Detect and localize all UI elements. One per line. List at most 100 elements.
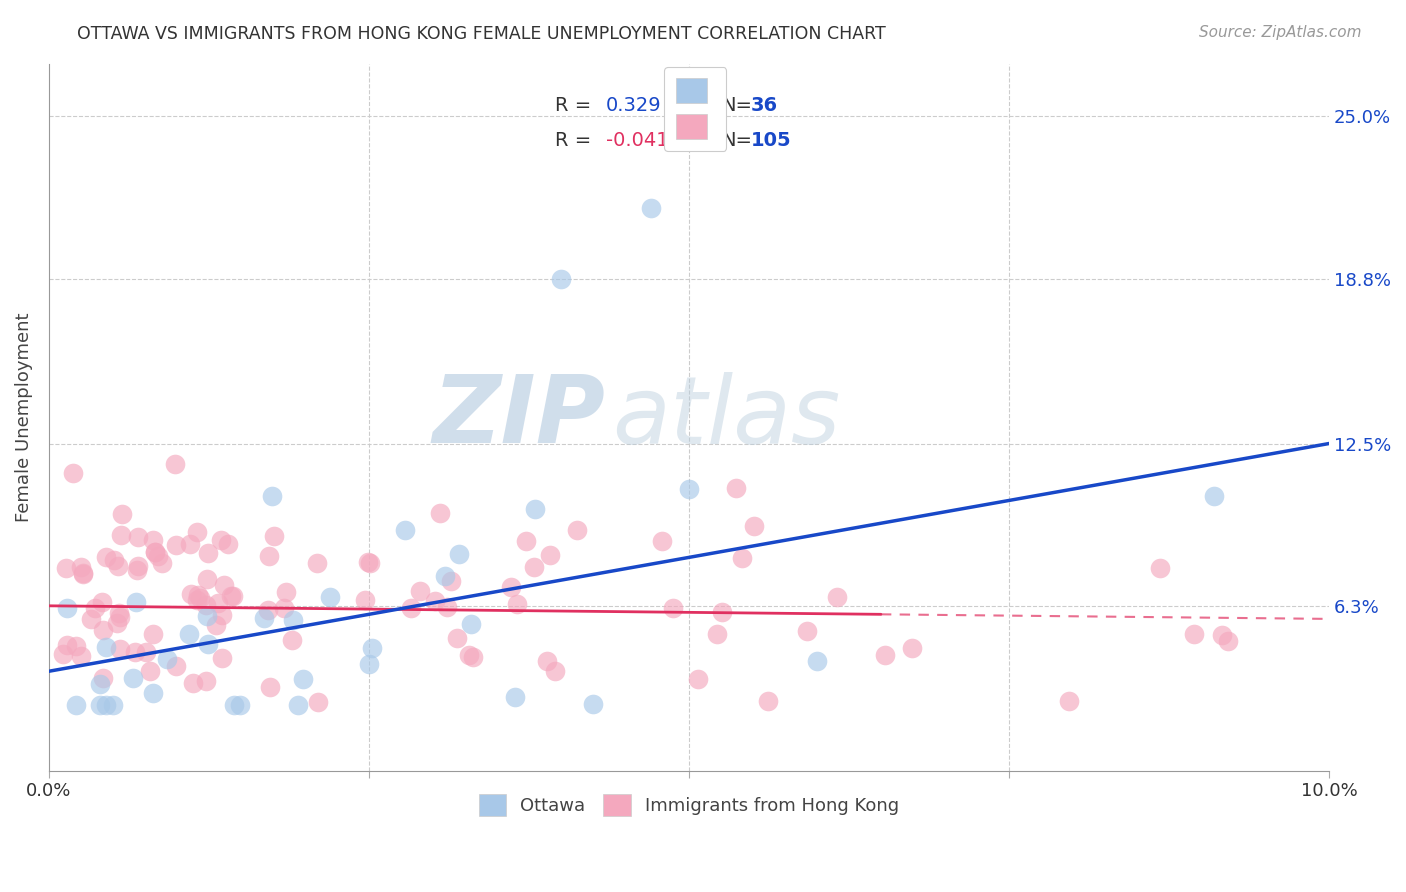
Point xyxy=(94,698,117,713)
Point xyxy=(447,547,470,561)
Point xyxy=(458,648,481,662)
Point xyxy=(544,665,567,679)
Text: 36: 36 xyxy=(751,95,778,114)
Point xyxy=(257,549,280,564)
Point xyxy=(436,600,458,615)
Point xyxy=(180,587,202,601)
Point xyxy=(55,560,77,574)
Point xyxy=(1218,634,1240,648)
Text: R =: R = xyxy=(554,131,591,150)
Point xyxy=(205,618,228,632)
Point xyxy=(70,649,93,664)
Point xyxy=(796,624,818,638)
Point xyxy=(211,651,233,665)
Point xyxy=(357,555,380,569)
Point xyxy=(135,645,157,659)
Point xyxy=(262,489,284,503)
Point xyxy=(186,592,208,607)
Point xyxy=(1057,693,1080,707)
Point xyxy=(107,606,129,620)
Point xyxy=(305,556,328,570)
Point xyxy=(281,632,304,647)
Point xyxy=(257,603,280,617)
Point xyxy=(640,201,662,215)
Point xyxy=(165,659,187,673)
Point xyxy=(89,698,111,713)
Point xyxy=(875,648,897,662)
Point xyxy=(211,607,233,622)
Point xyxy=(273,600,295,615)
Point xyxy=(181,675,204,690)
Point xyxy=(229,698,252,713)
Point xyxy=(259,680,281,694)
Point xyxy=(678,482,700,496)
Point xyxy=(142,626,165,640)
Point xyxy=(55,600,77,615)
Point xyxy=(145,545,167,559)
Point xyxy=(207,596,229,610)
Point xyxy=(515,534,537,549)
Point xyxy=(127,559,149,574)
Point xyxy=(62,466,84,480)
Legend: Ottawa, Immigrants from Hong Kong: Ottawa, Immigrants from Hong Kong xyxy=(470,785,908,825)
Point xyxy=(209,533,232,547)
Point xyxy=(1202,489,1225,503)
Point xyxy=(108,641,131,656)
Point xyxy=(197,546,219,560)
Point xyxy=(524,502,547,516)
Point xyxy=(1149,560,1171,574)
Text: OTTAWA VS IMMIGRANTS FROM HONG KONG FEMALE UNEMPLOYMENT CORRELATION CHART: OTTAWA VS IMMIGRANTS FROM HONG KONG FEMA… xyxy=(77,25,886,43)
Point xyxy=(756,693,779,707)
Point xyxy=(409,583,432,598)
Point xyxy=(219,589,242,603)
Text: N=: N= xyxy=(721,131,752,150)
Point xyxy=(142,686,165,700)
Point xyxy=(70,560,93,574)
Point xyxy=(359,557,381,571)
Point xyxy=(96,640,118,654)
Point xyxy=(103,553,125,567)
Point xyxy=(354,592,377,607)
Point xyxy=(186,525,208,540)
Point xyxy=(90,594,112,608)
Point xyxy=(287,698,309,713)
Point xyxy=(124,645,146,659)
Point xyxy=(706,627,728,641)
Point xyxy=(179,626,201,640)
Point xyxy=(503,690,526,704)
Point xyxy=(84,601,107,615)
Point xyxy=(65,698,87,713)
Point xyxy=(440,574,463,589)
Text: Source: ZipAtlas.com: Source: ZipAtlas.com xyxy=(1198,25,1361,40)
Point xyxy=(121,672,143,686)
Point xyxy=(91,623,114,637)
Point xyxy=(357,657,380,671)
Text: atlas: atlas xyxy=(612,372,841,463)
Point xyxy=(150,556,173,570)
Point xyxy=(179,536,201,550)
Point xyxy=(263,529,285,543)
Point xyxy=(187,589,209,603)
Point xyxy=(217,537,239,551)
Point xyxy=(806,654,828,668)
Y-axis label: Female Unemployment: Female Unemployment xyxy=(15,312,32,522)
Point xyxy=(900,640,922,655)
Point xyxy=(214,578,236,592)
Point xyxy=(165,457,187,471)
Point xyxy=(195,608,218,623)
Point xyxy=(221,589,243,603)
Point xyxy=(434,568,457,582)
Point xyxy=(536,654,558,668)
Text: 0.329: 0.329 xyxy=(606,95,661,114)
Point xyxy=(125,595,148,609)
Point xyxy=(281,613,304,627)
Text: R =: R = xyxy=(554,95,591,114)
Point xyxy=(125,562,148,576)
Text: ZIP: ZIP xyxy=(433,371,606,463)
Point xyxy=(731,551,754,566)
Point xyxy=(107,559,129,574)
Point xyxy=(538,548,561,562)
Text: N=: N= xyxy=(721,95,752,114)
Point xyxy=(742,519,765,533)
Point xyxy=(446,631,468,645)
